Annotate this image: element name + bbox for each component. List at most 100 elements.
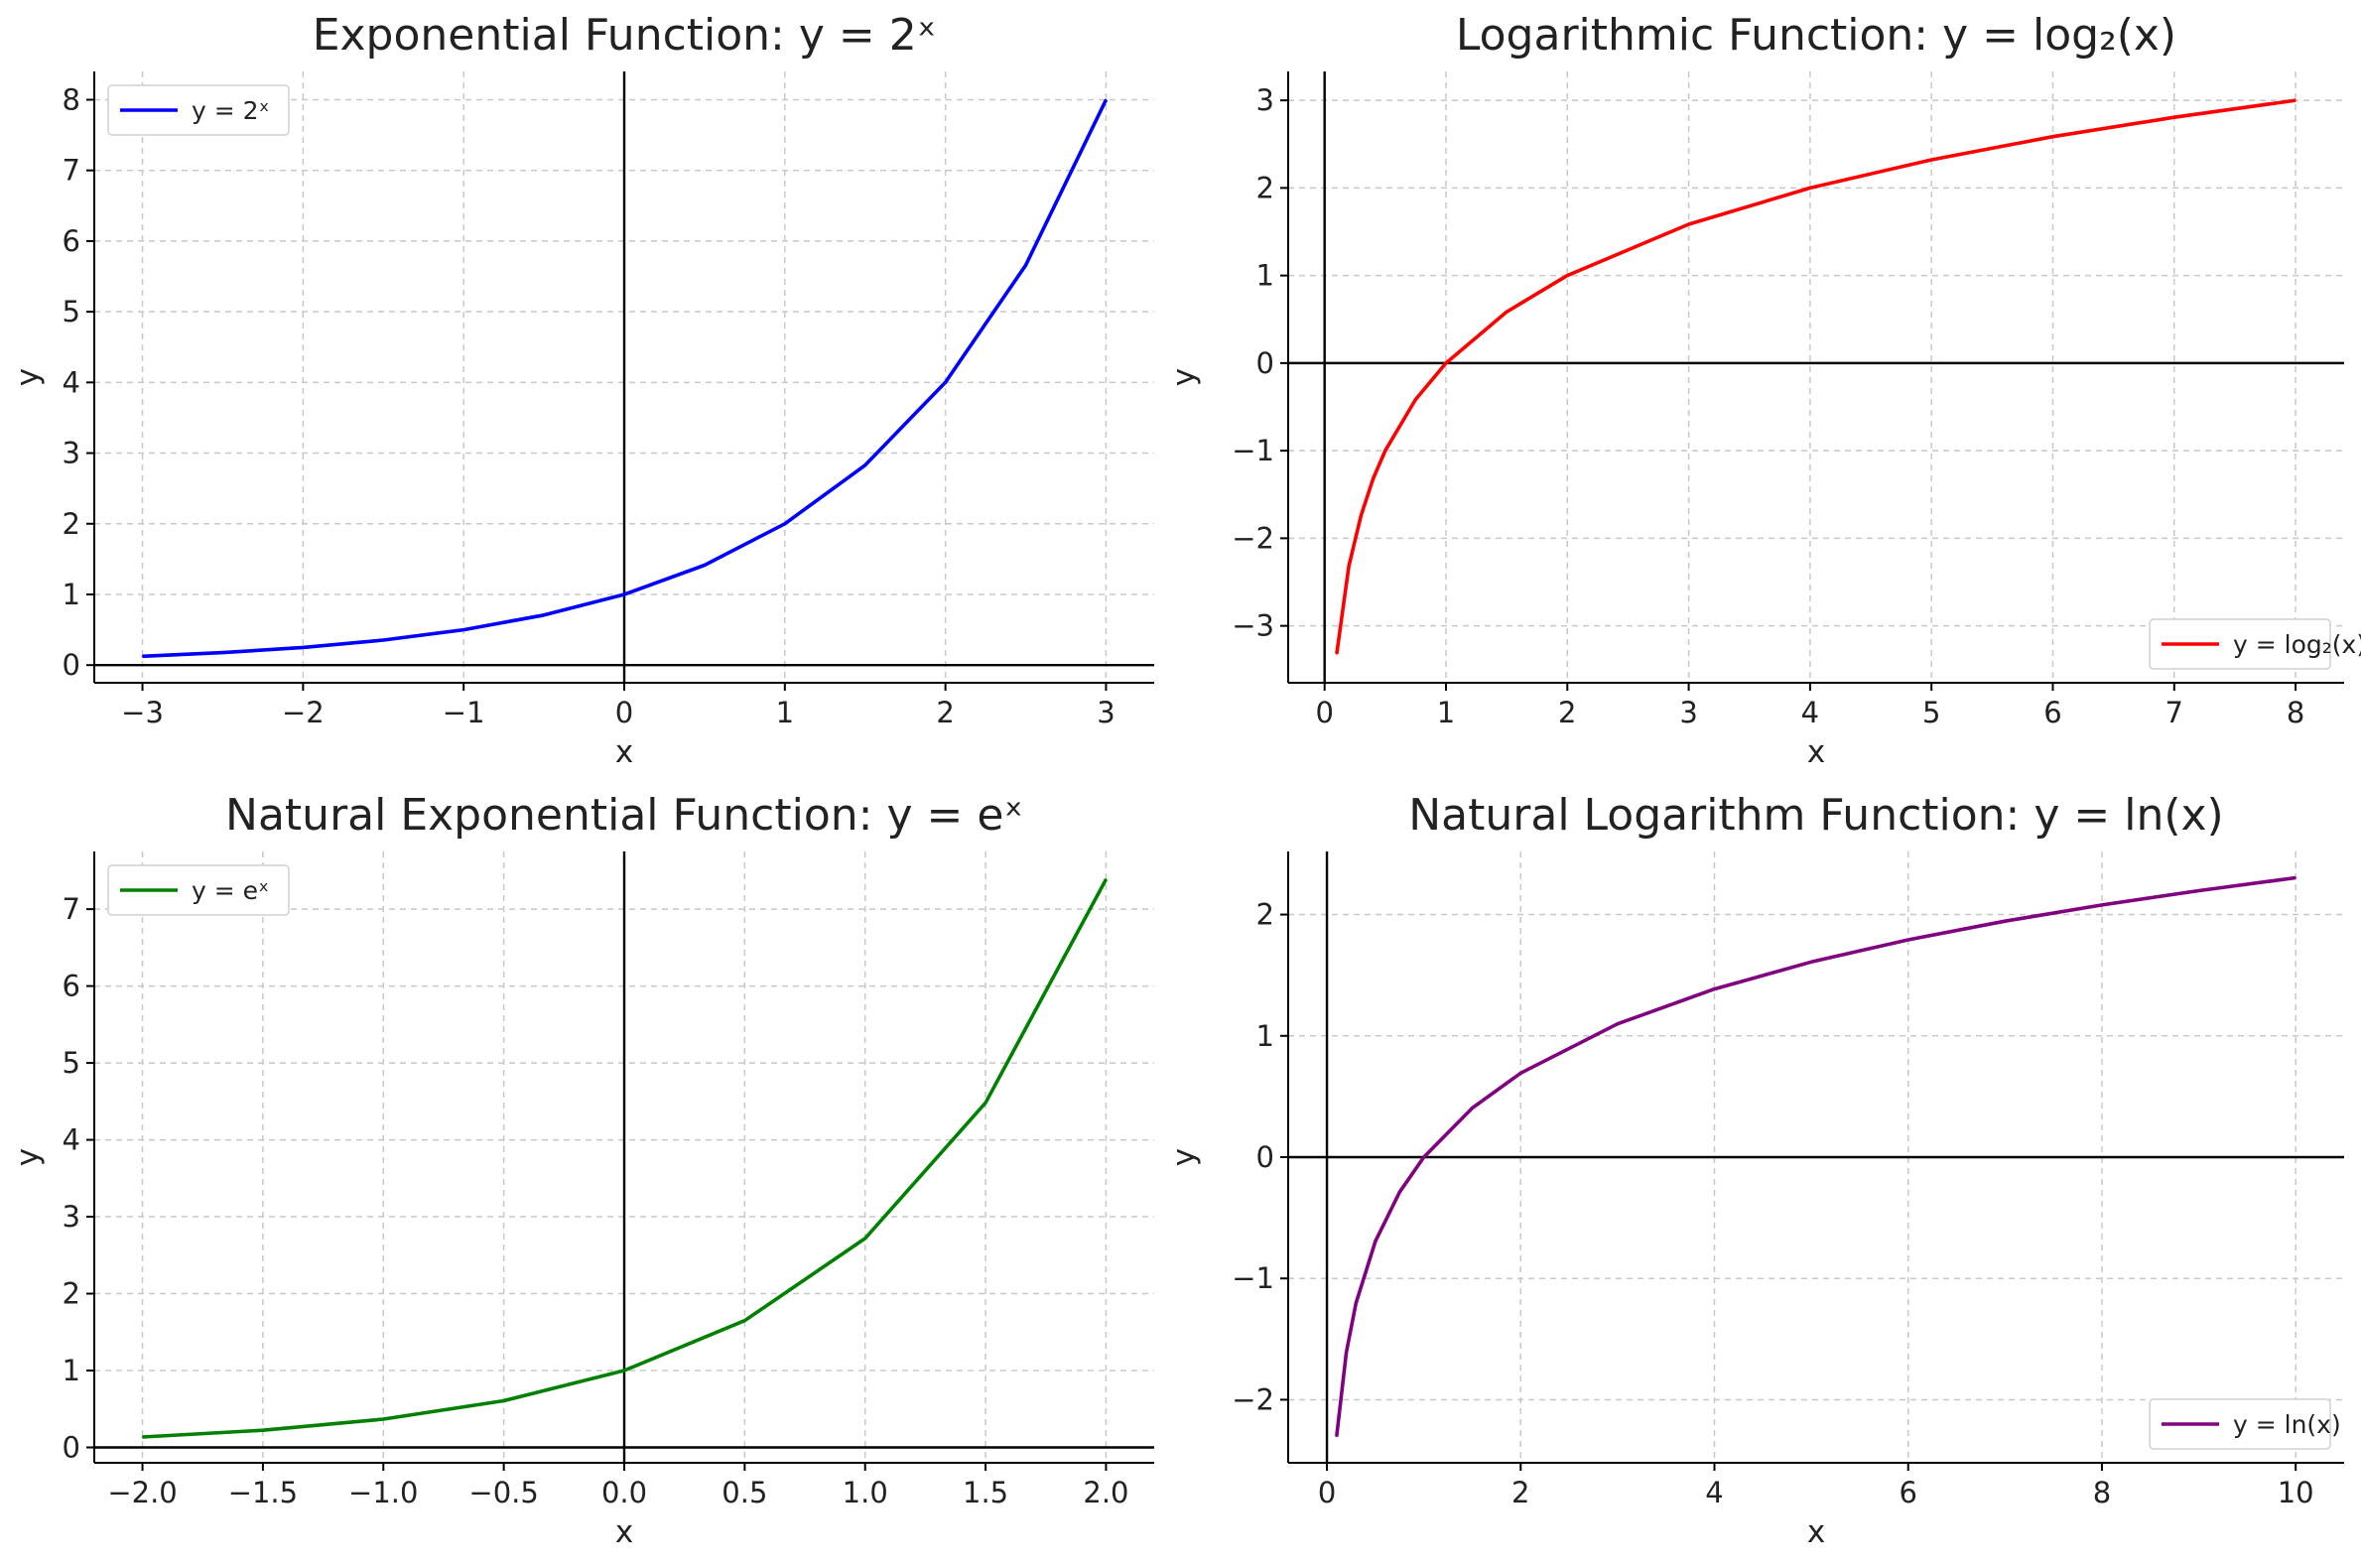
x-tick-label: 0: [1318, 1476, 1336, 1509]
data-point: [502, 1399, 505, 1402]
y-tick-label: −2: [1232, 521, 1274, 555]
x-tick-label: 0.5: [721, 1476, 767, 1509]
data-point: [2101, 904, 2103, 906]
chart-title: Exponential Function: y = 2ˣ: [313, 10, 937, 61]
y-tick-label: 0: [63, 1431, 80, 1465]
series-line: [1335, 875, 2296, 1437]
y-tick-label: 5: [63, 295, 80, 328]
x-tick-label: 2: [1558, 696, 1576, 729]
data-point: [1348, 565, 1350, 568]
data-point: [141, 655, 144, 658]
y-tick-label: 7: [63, 892, 80, 926]
data-point: [1687, 223, 1690, 225]
y-tick-label: −1: [1232, 1261, 1274, 1295]
y-tick-label: 2: [1256, 171, 1274, 204]
data-point: [1422, 1156, 1425, 1158]
data-point: [2004, 920, 2007, 922]
data-point: [2197, 889, 2200, 892]
y-tick-label: 2: [63, 507, 80, 541]
data-point: [1372, 477, 1375, 480]
x-tick-label: 6: [1900, 1476, 1917, 1509]
data-point: [1024, 264, 1027, 267]
y-tick-label: 7: [63, 154, 80, 188]
x-tick-label: 10: [2278, 1476, 2314, 1509]
data-point: [1384, 450, 1386, 452]
data-point: [1445, 362, 1447, 364]
x-tick-label: 3: [1097, 696, 1115, 729]
data-point: [1360, 514, 1363, 517]
data-point: [2295, 876, 2296, 879]
y-tick-label: 1: [63, 578, 80, 611]
chart-title: Natural Logarithm Function: y = ln(x): [1408, 790, 2223, 841]
y-tick-label: 1: [1256, 259, 1274, 293]
x-tick-label: 0: [615, 696, 633, 729]
y-tick-label: 3: [1256, 83, 1274, 117]
x-tick-label: 8: [2093, 1476, 2111, 1509]
data-point: [302, 646, 305, 649]
legend-box: [107, 864, 290, 916]
data-point: [944, 381, 947, 384]
y-tick-label: 2: [63, 1277, 80, 1311]
x-tick-label: −1.5: [228, 1476, 298, 1509]
y-tick-label: −3: [1232, 609, 1274, 643]
data-point: [262, 1429, 264, 1432]
y-axis-label: y: [1166, 368, 1202, 386]
x-tick-label: 1.5: [963, 1476, 1008, 1509]
y-tick-label: −2: [1232, 1382, 1274, 1416]
y-tick-label: −1: [1232, 434, 1274, 467]
y-tick-label: 8: [63, 82, 80, 116]
y-axis-label: y: [1166, 1148, 1202, 1166]
data-point: [1506, 311, 1508, 314]
x-axis-label: x: [615, 1514, 633, 1550]
x-tick-label: 0.0: [601, 1476, 647, 1509]
data-point: [382, 639, 385, 641]
data-point: [1105, 98, 1108, 101]
x-axis-label: x: [1807, 1514, 1825, 1550]
data-point: [863, 1238, 866, 1240]
y-tick-label: 5: [63, 1046, 80, 1080]
data-point: [1398, 1191, 1401, 1193]
data-point: [1336, 653, 1338, 655]
data-point: [784, 522, 786, 525]
chart-panel-3: −2.0 −1.5 −1.0 −0.5 0.0 0.5 1.0 1.5 2.0 0 1 2 3 4 5 6 7 x…: [10, 790, 1154, 1550]
legend-label: y = eˣ: [192, 876, 269, 905]
legend: y = 2ˣ: [107, 84, 290, 136]
legend-label: y = ln(x): [2233, 1410, 2341, 1439]
data-point: [1617, 1022, 1619, 1025]
x-axis-label: x: [1807, 734, 1825, 770]
x-tick-label: 4: [1705, 1476, 1723, 1509]
data-point: [1105, 878, 1108, 880]
x-tick-label: −1.0: [348, 1476, 418, 1509]
x-tick-label: 7: [2165, 696, 2183, 729]
y-tick-label: 2: [1256, 898, 1274, 932]
data-point: [1355, 1302, 1358, 1304]
x-tick-label: 0: [1315, 696, 1333, 729]
y-tick-label: 1: [1256, 1019, 1274, 1053]
x-tick-label: 3: [1679, 696, 1697, 729]
x-tick-label: 1: [776, 696, 794, 729]
x-tick-label: −2.0: [107, 1476, 177, 1509]
data-point: [1414, 398, 1417, 401]
data-point: [1930, 159, 1932, 161]
data-point: [1713, 987, 1716, 990]
data-point: [1809, 187, 1811, 190]
data-point: [1566, 274, 1569, 277]
x-tick-label: 1.0: [843, 1476, 888, 1509]
data-point: [543, 614, 545, 616]
data-point: [1906, 939, 1909, 941]
legend: y = eˣ: [107, 864, 290, 916]
legend-box: [2149, 1398, 2331, 1450]
data-point: [1810, 961, 1812, 964]
data-point: [1519, 1072, 1522, 1075]
x-tick-label: 8: [2287, 696, 2304, 729]
y-tick-label: 4: [63, 365, 80, 399]
x-tick-label: −0.5: [468, 1476, 538, 1509]
chart-panel-4: 0 2 4 6 8 10 −2 −1 0 1 2 x y Natural Logarithm Functi…: [1166, 790, 2344, 1550]
legend-label: y = 2ˣ: [192, 96, 270, 125]
legend: y = log₂(x): [2149, 618, 2361, 670]
x-tick-label: −1: [443, 696, 485, 729]
x-tick-label: 2: [936, 696, 954, 729]
x-tick-label: 5: [1922, 696, 1940, 729]
chart-title: Logarithmic Function: y = log₂(x): [1456, 10, 2176, 61]
